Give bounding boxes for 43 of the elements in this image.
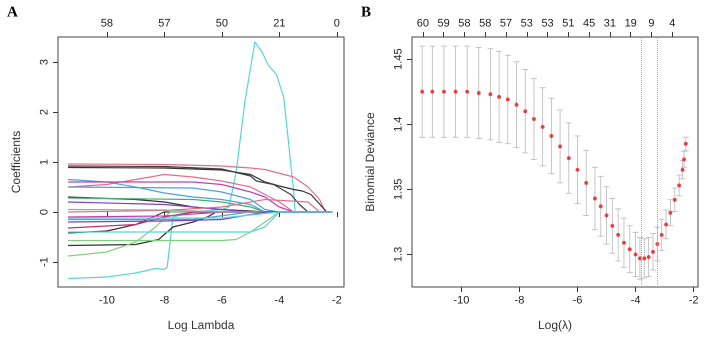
y-axis-title: Binomial Deviance xyxy=(363,112,377,212)
y-tick-label: 1.3 xyxy=(392,246,404,262)
chart-title: B xyxy=(361,4,372,20)
text: 19 xyxy=(624,18,637,30)
text: 53 xyxy=(520,18,533,30)
y-tick-label: 1 xyxy=(38,158,50,166)
y-tick-label: 1.4 xyxy=(392,116,404,132)
x-tick-label: -6 xyxy=(572,294,582,306)
text: 57 xyxy=(500,18,512,30)
y-tick-label: -1 xyxy=(38,257,50,267)
chart-title: A xyxy=(7,4,18,20)
x-axis-title: Log Lambda xyxy=(168,318,235,332)
text: 4 xyxy=(669,18,676,30)
text: 53 xyxy=(541,18,554,30)
text: 9 xyxy=(648,18,655,30)
x-tick-label: -10 xyxy=(453,294,470,306)
text: 60 xyxy=(416,18,429,30)
text: 0 xyxy=(334,18,340,30)
x-axis-title: Log(λ) xyxy=(538,318,572,332)
x-tick-label: -8 xyxy=(159,294,170,306)
x-tick-label: -2 xyxy=(332,294,342,306)
text: 31 xyxy=(604,18,616,30)
text: 58 xyxy=(479,18,492,30)
text: 50 xyxy=(216,18,228,30)
x-tick-label: -10 xyxy=(98,294,115,306)
y-tick-label: 1.45 xyxy=(392,48,404,70)
text: 59 xyxy=(438,18,450,30)
text: 21 xyxy=(273,18,286,30)
x-tick-label: -4 xyxy=(274,294,284,306)
text: 58 xyxy=(100,18,113,30)
text: 45 xyxy=(583,18,596,30)
x-tick-label: -8 xyxy=(514,294,524,306)
x-tick-label: -6 xyxy=(216,294,227,306)
x-tick-label: -4 xyxy=(630,294,640,306)
y-tick-label: 2 xyxy=(38,108,50,116)
y-axis-title: Coefficients xyxy=(9,130,23,194)
x-tick-label: -2 xyxy=(688,294,699,306)
y-tick-label: 0 xyxy=(38,208,50,216)
y-tick-label: 1.35 xyxy=(392,178,404,200)
y-tick-label: 3 xyxy=(38,58,50,66)
text: 58 xyxy=(458,18,471,30)
text: 57 xyxy=(158,18,170,30)
text: 51 xyxy=(562,18,574,30)
